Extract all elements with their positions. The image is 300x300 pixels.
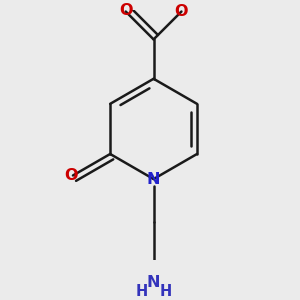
Text: N: N [147, 274, 160, 290]
Text: H: H [136, 284, 148, 299]
Text: N: N [147, 172, 160, 187]
Text: O: O [119, 3, 133, 18]
Text: O: O [175, 4, 188, 19]
Text: O: O [64, 168, 77, 183]
Text: H: H [159, 284, 172, 299]
